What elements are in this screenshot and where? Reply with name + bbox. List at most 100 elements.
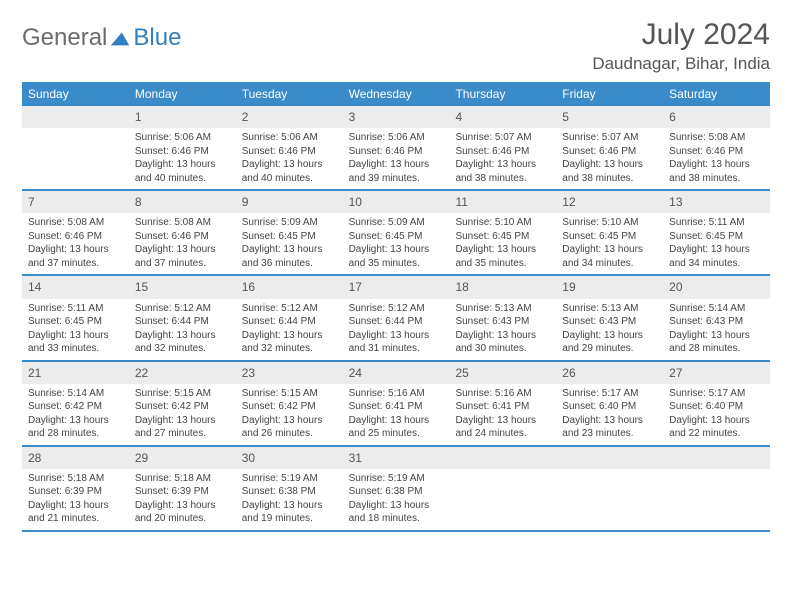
- sunset-line: Sunset: 6:45 PM: [669, 230, 764, 244]
- day-details: Sunrise: 5:13 AMSunset: 6:43 PMDaylight:…: [449, 299, 556, 360]
- sunrise-line: Sunrise: 5:07 AM: [455, 131, 550, 145]
- calendar-day: 2Sunrise: 5:06 AMSunset: 6:46 PMDaylight…: [236, 106, 343, 189]
- calendar-day: 25Sunrise: 5:16 AMSunset: 6:41 PMDayligh…: [449, 362, 556, 445]
- daylight-line: Daylight: 13 hours and 34 minutes.: [562, 243, 657, 270]
- calendar-day: 26Sunrise: 5:17 AMSunset: 6:40 PMDayligh…: [556, 362, 663, 445]
- daylight-line: Daylight: 13 hours and 32 minutes.: [242, 329, 337, 356]
- brand-logo: General Blue: [22, 18, 181, 52]
- day-number: 29: [129, 447, 236, 469]
- weekday-header: Wednesday: [343, 82, 450, 106]
- daylight-line: Daylight: 13 hours and 19 minutes.: [242, 499, 337, 526]
- day-details: Sunrise: 5:15 AMSunset: 6:42 PMDaylight:…: [236, 384, 343, 445]
- sunrise-line: Sunrise: 5:17 AM: [562, 387, 657, 401]
- sunset-line: Sunset: 6:45 PM: [455, 230, 550, 244]
- sunrise-line: Sunrise: 5:10 AM: [455, 216, 550, 230]
- weekday-header: Sunday: [22, 82, 129, 106]
- day-details: Sunrise: 5:16 AMSunset: 6:41 PMDaylight:…: [343, 384, 450, 445]
- calendar-day: 27Sunrise: 5:17 AMSunset: 6:40 PMDayligh…: [663, 362, 770, 445]
- day-number: .: [449, 447, 556, 469]
- calendar-week: .1Sunrise: 5:06 AMSunset: 6:46 PMDayligh…: [22, 106, 770, 191]
- calendar-day: 10Sunrise: 5:09 AMSunset: 6:45 PMDayligh…: [343, 191, 450, 274]
- daylight-line: Daylight: 13 hours and 38 minutes.: [455, 158, 550, 185]
- sunrise-line: Sunrise: 5:12 AM: [242, 302, 337, 316]
- sunrise-line: Sunrise: 5:06 AM: [135, 131, 230, 145]
- sunrise-line: Sunrise: 5:09 AM: [242, 216, 337, 230]
- daylight-line: Daylight: 13 hours and 33 minutes.: [28, 329, 123, 356]
- calendar-day: 13Sunrise: 5:11 AMSunset: 6:45 PMDayligh…: [663, 191, 770, 274]
- calendar-week: 21Sunrise: 5:14 AMSunset: 6:42 PMDayligh…: [22, 362, 770, 447]
- calendar-week: 28Sunrise: 5:18 AMSunset: 6:39 PMDayligh…: [22, 447, 770, 532]
- sunrise-line: Sunrise: 5:13 AM: [562, 302, 657, 316]
- daylight-line: Daylight: 13 hours and 32 minutes.: [135, 329, 230, 356]
- sunset-line: Sunset: 6:46 PM: [455, 145, 550, 159]
- calendar-day: 17Sunrise: 5:12 AMSunset: 6:44 PMDayligh…: [343, 276, 450, 359]
- calendar-day: 3Sunrise: 5:06 AMSunset: 6:46 PMDaylight…: [343, 106, 450, 189]
- sunrise-line: Sunrise: 5:08 AM: [135, 216, 230, 230]
- day-details: Sunrise: 5:18 AMSunset: 6:39 PMDaylight:…: [22, 469, 129, 530]
- sunset-line: Sunset: 6:39 PM: [135, 485, 230, 499]
- daylight-line: Daylight: 13 hours and 23 minutes.: [562, 414, 657, 441]
- sunrise-line: Sunrise: 5:19 AM: [242, 472, 337, 486]
- daylight-line: Daylight: 13 hours and 35 minutes.: [349, 243, 444, 270]
- calendar-week: 14Sunrise: 5:11 AMSunset: 6:45 PMDayligh…: [22, 276, 770, 361]
- sunset-line: Sunset: 6:43 PM: [455, 315, 550, 329]
- sunrise-line: Sunrise: 5:18 AM: [135, 472, 230, 486]
- calendar-day: 20Sunrise: 5:14 AMSunset: 6:43 PMDayligh…: [663, 276, 770, 359]
- sunset-line: Sunset: 6:44 PM: [242, 315, 337, 329]
- calendar-day: 7Sunrise: 5:08 AMSunset: 6:46 PMDaylight…: [22, 191, 129, 274]
- calendar-day: 16Sunrise: 5:12 AMSunset: 6:44 PMDayligh…: [236, 276, 343, 359]
- sunset-line: Sunset: 6:38 PM: [349, 485, 444, 499]
- calendar-grid: SundayMondayTuesdayWednesdayThursdayFrid…: [22, 82, 770, 532]
- sunset-line: Sunset: 6:43 PM: [669, 315, 764, 329]
- calendar-day: 24Sunrise: 5:16 AMSunset: 6:41 PMDayligh…: [343, 362, 450, 445]
- day-details: Sunrise: 5:09 AMSunset: 6:45 PMDaylight:…: [343, 213, 450, 274]
- sunset-line: Sunset: 6:46 PM: [135, 145, 230, 159]
- day-details: Sunrise: 5:08 AMSunset: 6:46 PMDaylight:…: [663, 128, 770, 189]
- day-number: 12: [556, 191, 663, 213]
- calendar-day: 9Sunrise: 5:09 AMSunset: 6:45 PMDaylight…: [236, 191, 343, 274]
- calendar-day: 11Sunrise: 5:10 AMSunset: 6:45 PMDayligh…: [449, 191, 556, 274]
- calendar-day: .: [556, 447, 663, 530]
- daylight-line: Daylight: 13 hours and 37 minutes.: [28, 243, 123, 270]
- day-details: Sunrise: 5:14 AMSunset: 6:43 PMDaylight:…: [663, 299, 770, 360]
- day-details: Sunrise: 5:10 AMSunset: 6:45 PMDaylight:…: [449, 213, 556, 274]
- weekday-header: Monday: [129, 82, 236, 106]
- sunrise-line: Sunrise: 5:13 AM: [455, 302, 550, 316]
- day-details: Sunrise: 5:14 AMSunset: 6:42 PMDaylight:…: [22, 384, 129, 445]
- calendar-day: 4Sunrise: 5:07 AMSunset: 6:46 PMDaylight…: [449, 106, 556, 189]
- day-details: Sunrise: 5:13 AMSunset: 6:43 PMDaylight:…: [556, 299, 663, 360]
- sunrise-line: Sunrise: 5:06 AM: [349, 131, 444, 145]
- day-details: Sunrise: 5:06 AMSunset: 6:46 PMDaylight:…: [343, 128, 450, 189]
- day-details: Sunrise: 5:07 AMSunset: 6:46 PMDaylight:…: [556, 128, 663, 189]
- day-number: 31: [343, 447, 450, 469]
- day-details: Sunrise: 5:09 AMSunset: 6:45 PMDaylight:…: [236, 213, 343, 274]
- daylight-line: Daylight: 13 hours and 28 minutes.: [28, 414, 123, 441]
- daylight-line: Daylight: 13 hours and 28 minutes.: [669, 329, 764, 356]
- day-details: Sunrise: 5:17 AMSunset: 6:40 PMDaylight:…: [556, 384, 663, 445]
- daylight-line: Daylight: 13 hours and 38 minutes.: [669, 158, 764, 185]
- calendar-day: 12Sunrise: 5:10 AMSunset: 6:45 PMDayligh…: [556, 191, 663, 274]
- daylight-line: Daylight: 13 hours and 18 minutes.: [349, 499, 444, 526]
- sunset-line: Sunset: 6:46 PM: [349, 145, 444, 159]
- calendar-day: 5Sunrise: 5:07 AMSunset: 6:46 PMDaylight…: [556, 106, 663, 189]
- daylight-line: Daylight: 13 hours and 20 minutes.: [135, 499, 230, 526]
- day-details: Sunrise: 5:06 AMSunset: 6:46 PMDaylight:…: [129, 128, 236, 189]
- day-details: Sunrise: 5:18 AMSunset: 6:39 PMDaylight:…: [129, 469, 236, 530]
- sunset-line: Sunset: 6:42 PM: [135, 400, 230, 414]
- sunset-line: Sunset: 6:42 PM: [242, 400, 337, 414]
- sunset-line: Sunset: 6:46 PM: [135, 230, 230, 244]
- day-details: Sunrise: 5:08 AMSunset: 6:46 PMDaylight:…: [22, 213, 129, 274]
- sunrise-line: Sunrise: 5:18 AM: [28, 472, 123, 486]
- daylight-line: Daylight: 13 hours and 38 minutes.: [562, 158, 657, 185]
- day-number: 26: [556, 362, 663, 384]
- day-number: .: [22, 106, 129, 128]
- calendar-day: 28Sunrise: 5:18 AMSunset: 6:39 PMDayligh…: [22, 447, 129, 530]
- brand-part1: General: [22, 24, 107, 52]
- day-number: 20: [663, 276, 770, 298]
- sunrise-line: Sunrise: 5:08 AM: [28, 216, 123, 230]
- sunset-line: Sunset: 6:38 PM: [242, 485, 337, 499]
- day-number: 14: [22, 276, 129, 298]
- sunset-line: Sunset: 6:43 PM: [562, 315, 657, 329]
- daylight-line: Daylight: 13 hours and 30 minutes.: [455, 329, 550, 356]
- day-number: 3: [343, 106, 450, 128]
